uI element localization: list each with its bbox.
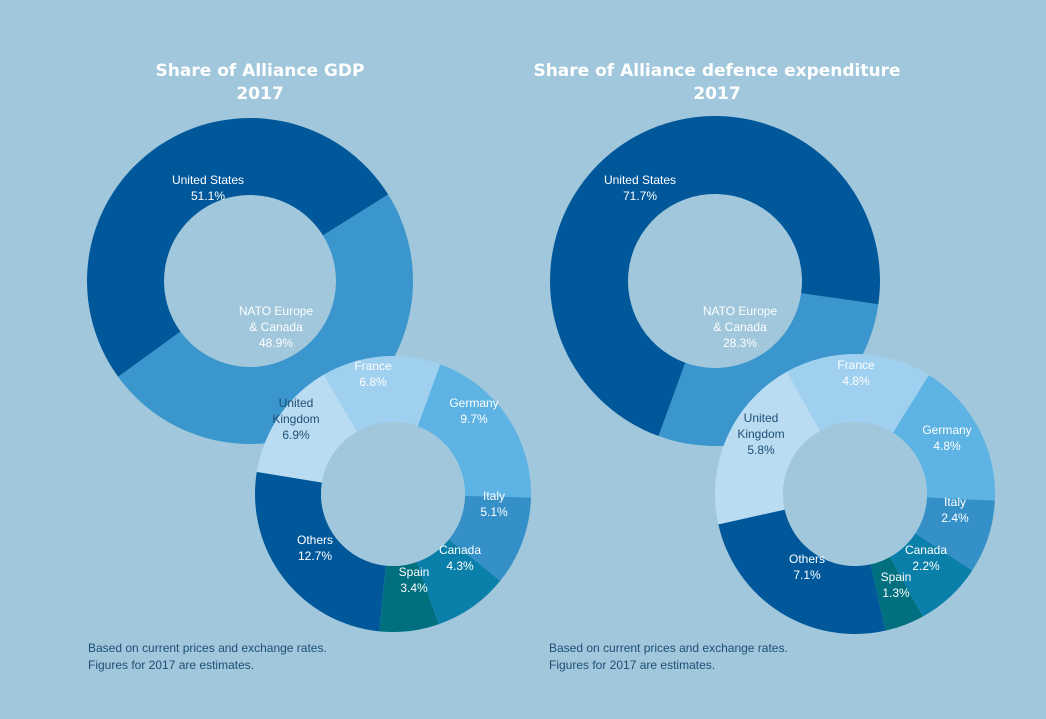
label-canada: Canada 4.3%	[439, 543, 481, 573]
label-canada: Canada 2.2%	[905, 543, 947, 573]
label-others: Others 7.1%	[789, 552, 825, 582]
label-united-kingdom: United Kingdom 5.8%	[737, 411, 784, 457]
outer-slice-nato-europe-canada	[658, 293, 879, 446]
label-united-states: United States 51.1%	[172, 173, 244, 203]
label-france: France 4.8%	[837, 358, 875, 388]
label-spain: Spain 3.4%	[399, 565, 430, 595]
footnote-line: Based on current prices and exchange rat…	[549, 641, 788, 655]
inner-slice-spain	[379, 561, 439, 633]
title-year: 2017	[693, 84, 741, 104]
chart-title-defence: Share of Alliance defence expenditure 20…	[517, 60, 917, 106]
outer-slice-united-states	[550, 116, 880, 437]
gdp-chart: United States 51.1% NATO Europe & Canada 48.…	[86, 117, 531, 633]
footnote-line: Based on current prices and exchange rat…	[88, 641, 327, 655]
title-text: Share of Alliance defence expenditure	[533, 61, 901, 81]
inner-slice-italy	[448, 495, 531, 581]
chart-title-gdp: Share of Alliance GDP 2017	[120, 60, 400, 106]
inner-slice-france	[787, 354, 929, 433]
label-spain: Spain 1.3%	[881, 570, 912, 600]
inner-slice-others	[254, 471, 386, 632]
inner-donut-hole	[783, 422, 927, 566]
outer-slice-united-states	[86, 117, 389, 377]
inner-slice-united-kingdom	[256, 374, 357, 483]
title-text: Share of Alliance GDP	[155, 61, 365, 81]
inner-slice-france	[324, 356, 441, 432]
defence-chart: United States 71.7% NATO Europe & Canada 28.…	[550, 116, 995, 634]
inner-slice-others	[718, 509, 886, 634]
inner-slice-canada	[889, 533, 973, 617]
footnote-line: Figures for 2017 are estimates.	[88, 658, 255, 672]
inner-slice-italy	[915, 497, 995, 571]
footnote-defence: Based on current prices and exchange rat…	[549, 640, 788, 674]
label-italy: Italy 5.1%	[480, 489, 508, 519]
inner-donut-hole	[321, 422, 465, 566]
label-france: France 6.8%	[354, 359, 392, 389]
inner-slice-canada	[416, 539, 501, 625]
footnote-gdp: Based on current prices and exchange rat…	[88, 640, 327, 674]
label-germany: Germany 4.8%	[922, 423, 971, 453]
footnote-line: Figures for 2017 are estimates.	[549, 658, 716, 672]
inner-slice-spain	[870, 556, 923, 631]
label-united-kingdom: United Kingdom 6.9%	[272, 396, 319, 442]
inner-slice-united-kingdom	[714, 371, 821, 525]
inner-slice-germany	[417, 364, 531, 498]
label-united-states: United States 71.7%	[604, 173, 676, 203]
label-italy: Italy 2.4%	[941, 495, 969, 525]
label-nato-europe-canada: NATO Europe & Canada 48.9%	[239, 304, 314, 350]
label-others: Others 12.7%	[297, 533, 333, 563]
inner-slice-germany	[892, 375, 995, 501]
label-nato-europe-canada: NATO Europe & Canada 28.3%	[703, 304, 778, 350]
title-year: 2017	[236, 84, 284, 104]
label-germany: Germany 9.7%	[449, 396, 498, 426]
